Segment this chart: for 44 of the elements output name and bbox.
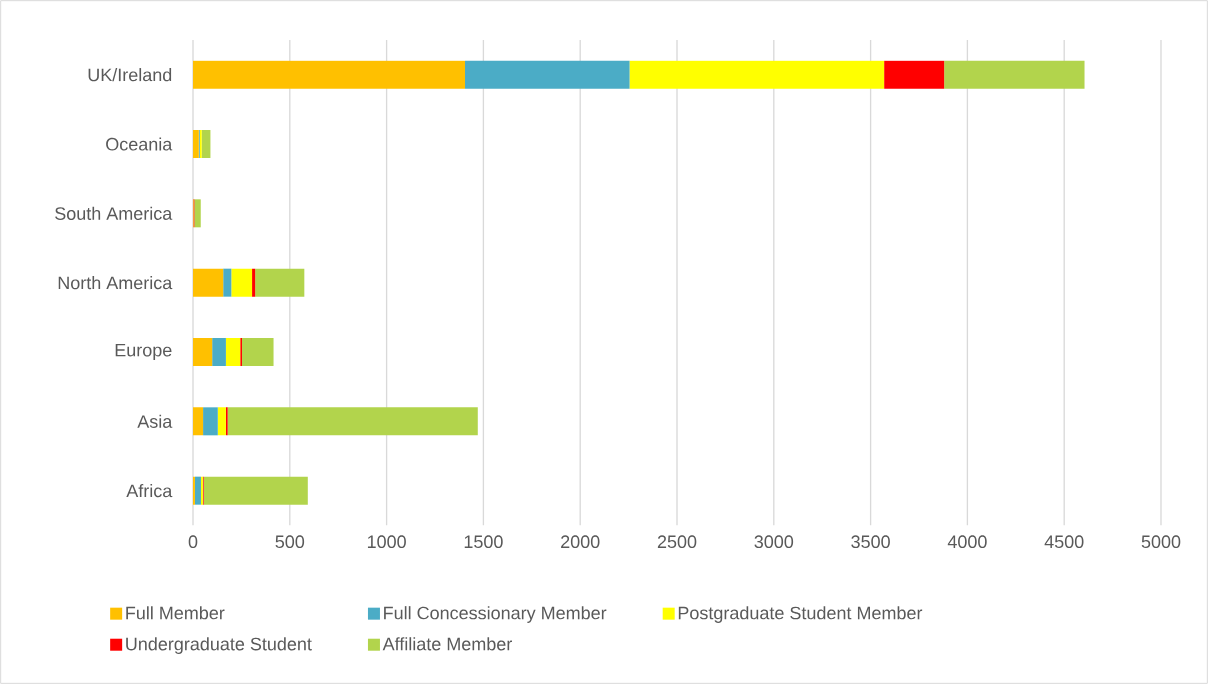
bar — [203, 407, 218, 436]
bar — [212, 338, 226, 366]
x-tick-label: 2500 — [657, 535, 697, 549]
bar — [231, 268, 253, 297]
x-tick-label: 1000 — [367, 535, 406, 549]
x-tick-label: 3000 — [754, 535, 794, 549]
y-tick-label: Europe — [115, 343, 172, 361]
bar — [194, 199, 201, 228]
bar — [884, 60, 945, 89]
legend-label: Affiliate Member — [382, 637, 512, 651]
y-tick-label: Africa — [126, 484, 173, 498]
x-tick-label: 2000 — [561, 535, 600, 549]
bar — [629, 60, 885, 89]
x-tick-label: 4500 — [1044, 535, 1084, 549]
y-tick-label: Oceania — [106, 137, 173, 151]
legend-label: Undergraduate Student — [126, 637, 312, 654]
x-tick-label: 500 — [275, 535, 305, 549]
bar — [241, 338, 274, 366]
y-tick-label: South America — [55, 206, 173, 220]
bar — [194, 476, 201, 505]
y-tick-label: UK/Ireland — [88, 68, 172, 82]
bar — [193, 268, 224, 297]
y-tick-label: Asia — [137, 414, 173, 428]
bar — [203, 476, 308, 505]
bar — [465, 60, 630, 89]
bar — [193, 60, 466, 89]
bar — [227, 407, 478, 436]
bar — [255, 268, 305, 297]
bar — [223, 268, 232, 297]
y-tick-label: North America — [58, 276, 173, 290]
bar — [944, 60, 1085, 89]
legend-label: Full Concessionary Member — [384, 606, 607, 623]
bar — [252, 268, 256, 297]
bar — [193, 338, 213, 366]
x-tick-label: 0 — [188, 535, 198, 549]
x-tick-label: 3500 — [851, 535, 890, 549]
x-tick-label: 5000 — [1141, 535, 1181, 549]
bar — [225, 338, 241, 366]
legend-label: Postgraduate Student Member — [678, 606, 923, 623]
bar — [201, 130, 211, 158]
legend-label: Full Member — [126, 606, 225, 620]
bar — [217, 407, 226, 436]
x-tick-label: 1500 — [464, 535, 503, 549]
x-tick-label: 4000 — [947, 535, 987, 549]
